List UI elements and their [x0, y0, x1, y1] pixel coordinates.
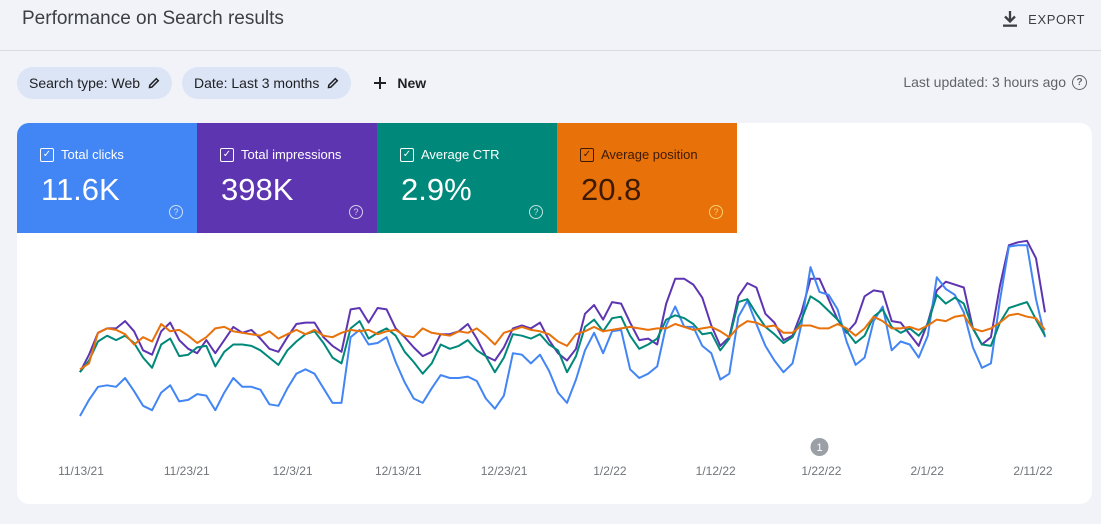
new-filter-label: New: [397, 75, 427, 91]
metric-card-total-clicks[interactable]: ✓ Total clicks 11.6K ?: [17, 123, 197, 233]
help-icon[interactable]: ?: [169, 205, 183, 219]
date-range-label: Date: Last 3 months: [194, 75, 320, 91]
new-filter-button[interactable]: New: [361, 67, 438, 99]
series-line-average-ctr: [79, 293, 1046, 375]
x-tick-label: 12/3/21: [273, 464, 313, 478]
x-tick-label: 2/11/22: [1013, 464, 1052, 478]
search-type-label: Search type: Web: [29, 75, 141, 91]
series-line-total-clicks: [79, 244, 1046, 417]
plus-icon: [374, 77, 387, 89]
series-line-average-position: [79, 312, 1046, 371]
x-tick-label: 1/22/22: [801, 464, 841, 478]
last-updated: Last updated: 3 hours ago ?: [903, 74, 1087, 90]
help-icon[interactable]: ?: [1072, 74, 1087, 90]
top-bar: Performance on Search results EXPORT: [0, 0, 1101, 51]
metric-label: Average CTR: [421, 147, 500, 162]
metric-value: 11.6K: [41, 172, 120, 207]
x-tick-label: 11/13/21: [58, 464, 104, 478]
x-tick-label: 1/12/22: [696, 464, 736, 478]
checkbox-checked-icon[interactable]: ✓: [220, 148, 234, 162]
metric-label: Average position: [601, 147, 698, 162]
date-range-chip[interactable]: Date: Last 3 months: [182, 67, 352, 99]
x-tick-label: 1/2/22: [593, 464, 627, 478]
metric-card-average-ctr[interactable]: ✓ Average CTR 2.9% ?: [377, 123, 557, 233]
metric-card-total-impressions[interactable]: ✓ Total impressions 398K ?: [197, 123, 377, 233]
annotation-label: 1: [816, 442, 822, 454]
last-updated-text: Last updated: 3 hours ago: [903, 74, 1066, 90]
metric-card-average-position[interactable]: ✓ Average position 20.8 ?: [557, 123, 737, 233]
checkbox-checked-icon[interactable]: ✓: [40, 148, 54, 162]
download-icon: [1003, 11, 1018, 27]
filter-bar: Search type: Web Date: Last 3 months New: [17, 67, 438, 99]
performance-card: 11/13/21 11/23/21 12/3/21 12/13/21 12/23/21 1…: [17, 123, 1092, 504]
x-tick-label: 11/23/21: [164, 464, 210, 478]
annotation-marker[interactable]: [810, 438, 829, 456]
performance-chart: 11/13/21 11/23/21 12/3/21 12/13/21 12/23/21 1…: [58, 239, 1053, 478]
help-icon[interactable]: ?: [349, 205, 363, 219]
metric-value: 2.9%: [401, 172, 472, 207]
help-icon[interactable]: ?: [709, 205, 723, 219]
metric-label: Total clicks: [61, 147, 124, 162]
x-tick-label: 12/23/21: [481, 464, 528, 478]
export-label: EXPORT: [1028, 11, 1085, 27]
pencil-icon: [148, 77, 160, 89]
x-tick-label: 2/1/22: [911, 464, 945, 478]
search-type-chip[interactable]: Search type: Web: [17, 67, 173, 99]
metric-value: 398K: [221, 172, 294, 207]
export-button[interactable]: EXPORT: [1002, 6, 1085, 32]
help-icon[interactable]: ?: [529, 205, 543, 219]
metric-value: 20.8: [581, 172, 642, 207]
checkbox-checked-icon[interactable]: ✓: [400, 148, 414, 162]
page-title: Performance on Search results: [22, 8, 284, 29]
x-tick-label: 12/13/21: [375, 464, 422, 478]
metric-label: Total impressions: [241, 147, 342, 162]
checkbox-checked-icon[interactable]: ✓: [580, 148, 594, 162]
pencil-icon: [327, 77, 339, 89]
